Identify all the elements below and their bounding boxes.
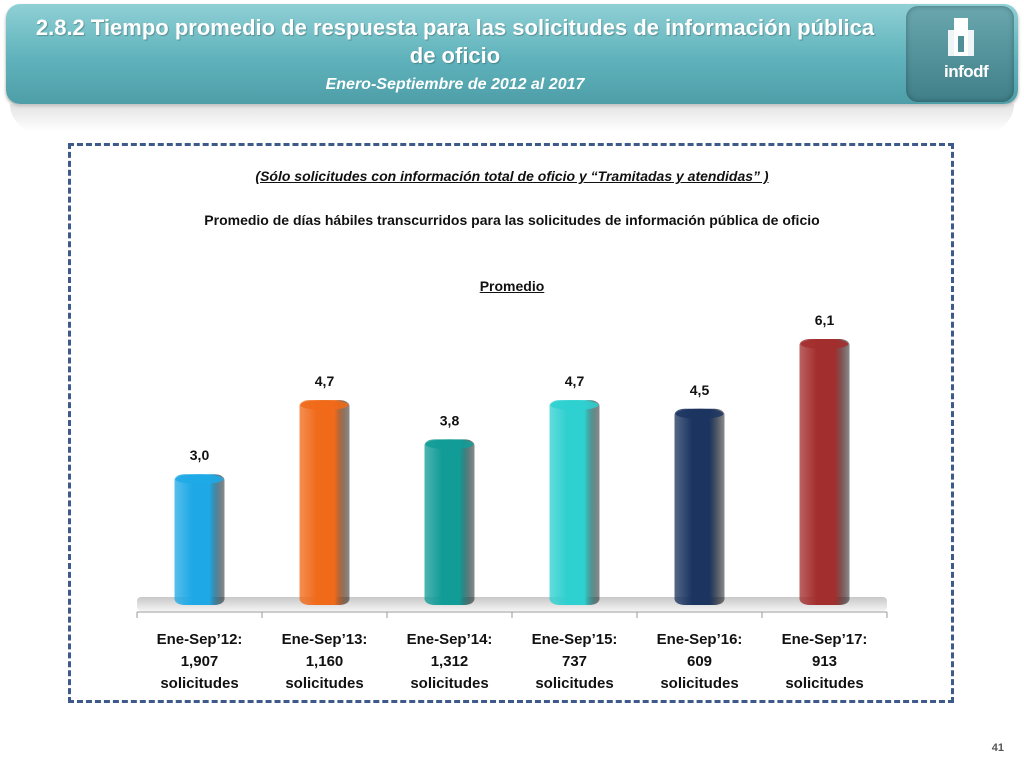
chart-note: (Sólo solicitudes con información total … [255,168,769,184]
category-label-line: Ene-Sep’14: [406,631,493,648]
category-label-line: solicitudes [785,675,864,692]
page-title: 2.8.2 Tiempo promedio de respuesta para … [35,15,875,68]
chart-frame [68,143,954,703]
category-label-line: Ene-Sep’15: [531,631,618,648]
category-label-line: 1,312 [430,653,469,670]
bar-cap-5 [800,339,849,350]
category-label-line: 609 [686,653,713,670]
category-label-line: solicitudes [660,675,739,692]
header-banner [6,4,1018,104]
banner-shadow [10,104,1014,132]
category-label-line: Ene-Sep’16: [656,631,743,648]
bar-cap-1 [300,400,349,411]
bar-0 [174,474,225,605]
bar-4 [674,408,725,605]
category-label-line: solicitudes [410,675,489,692]
bar-3 [549,400,600,605]
category-label-2: Ene-Sep’14: 1,312 solicitudes [390,629,510,695]
data-label-1: 4,7 [315,373,335,389]
bar-cap-4 [675,408,724,419]
category-label-5: Ene-Sep’17: 913 solicitudes [765,629,885,695]
page-subtitle: Enero-Septiembre de 2012 al 2017 [325,76,585,93]
category-label-4: Ene-Sep’16: 609 solicitudes [640,629,760,695]
chart-title: Promedio de días hábiles transcurridos p… [204,212,820,228]
data-label-4: 4,5 [690,382,710,398]
data-label-2: 3,8 [440,412,460,428]
infodf-logo [906,6,1014,102]
data-label-0: 3,0 [190,447,210,463]
bar-1 [299,400,350,605]
bar-cap-2 [425,439,474,450]
series-title: Promedio [479,278,545,294]
building-icon [948,18,974,56]
category-label-0: Ene-Sep’12: 1,907 solicitudes [140,629,260,695]
bar-5 [799,339,850,605]
chart-floor [137,597,887,611]
category-label-line: 737 [561,653,588,670]
bar-cap-0 [175,474,224,485]
bar-cap-3 [550,400,599,411]
category-label-line: Ene-Sep’17: [781,631,868,648]
category-label-line: solicitudes [160,675,239,692]
page-number: 41 [991,742,1004,754]
bar-2 [424,439,475,605]
category-label-line: 913 [811,653,838,670]
data-label-3: 4,7 [565,373,585,389]
category-label-1: Ene-Sep’13: 1,160 solicitudes [265,629,385,695]
category-label-line: solicitudes [285,675,364,692]
logo-text: infodf [944,62,989,81]
category-label-line: 1,160 [305,653,344,670]
category-label-line: solicitudes [535,675,614,692]
category-label-line: 1,907 [180,653,219,670]
category-label-3: Ene-Sep’15: 737 solicitudes [515,629,635,695]
data-label-5: 6,1 [815,312,835,328]
category-label-line: Ene-Sep’12: [156,631,243,648]
category-label-line: Ene-Sep’13: [281,631,368,648]
